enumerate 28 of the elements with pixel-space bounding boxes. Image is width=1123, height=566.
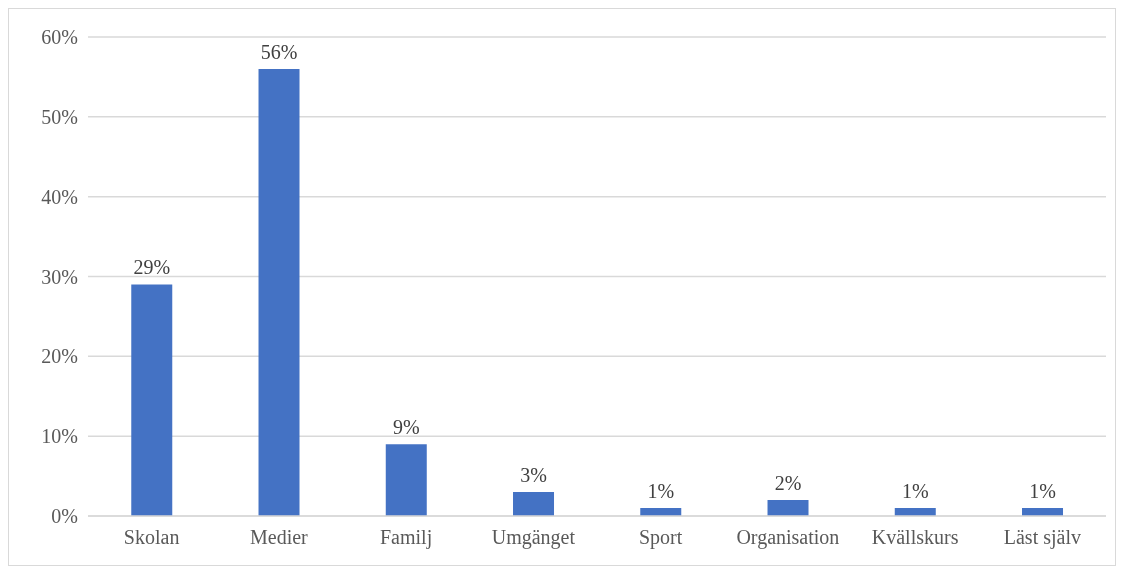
x-tick-label: Skolan	[123, 526, 180, 549]
data-label: 56%	[260, 40, 298, 63]
bar	[767, 500, 809, 516]
data-label: 2%	[774, 472, 802, 495]
x-tick-label: Sport	[638, 526, 683, 550]
y-tick-label: 10%	[41, 425, 78, 448]
y-tick-label: 40%	[41, 185, 78, 208]
x-tick-label: Kvällskurs	[871, 526, 959, 549]
x-tick-label: Medier	[249, 526, 309, 549]
bar	[131, 284, 173, 516]
y-tick-label: 50%	[41, 105, 78, 128]
bar	[258, 68, 300, 516]
data-label: 1%	[901, 480, 929, 503]
bar	[513, 492, 555, 516]
x-tick-label: Organisation	[736, 526, 840, 550]
data-label: 1%	[1029, 480, 1056, 503]
x-tick-label: Umgänget	[491, 526, 576, 550]
y-tick-label: 30%	[41, 265, 78, 288]
y-tick-label: 20%	[41, 345, 78, 368]
x-tick-label: Läst själv	[1003, 526, 1081, 550]
bar	[385, 444, 427, 516]
data-label: 1%	[647, 480, 675, 503]
data-label: 3%	[520, 464, 547, 487]
y-tick-label: 0%	[51, 505, 78, 528]
x-tick-label: Familj	[380, 526, 433, 550]
data-label: 9%	[392, 416, 420, 439]
y-tick-label: 60%	[41, 26, 78, 49]
data-label: 29%	[133, 256, 171, 279]
